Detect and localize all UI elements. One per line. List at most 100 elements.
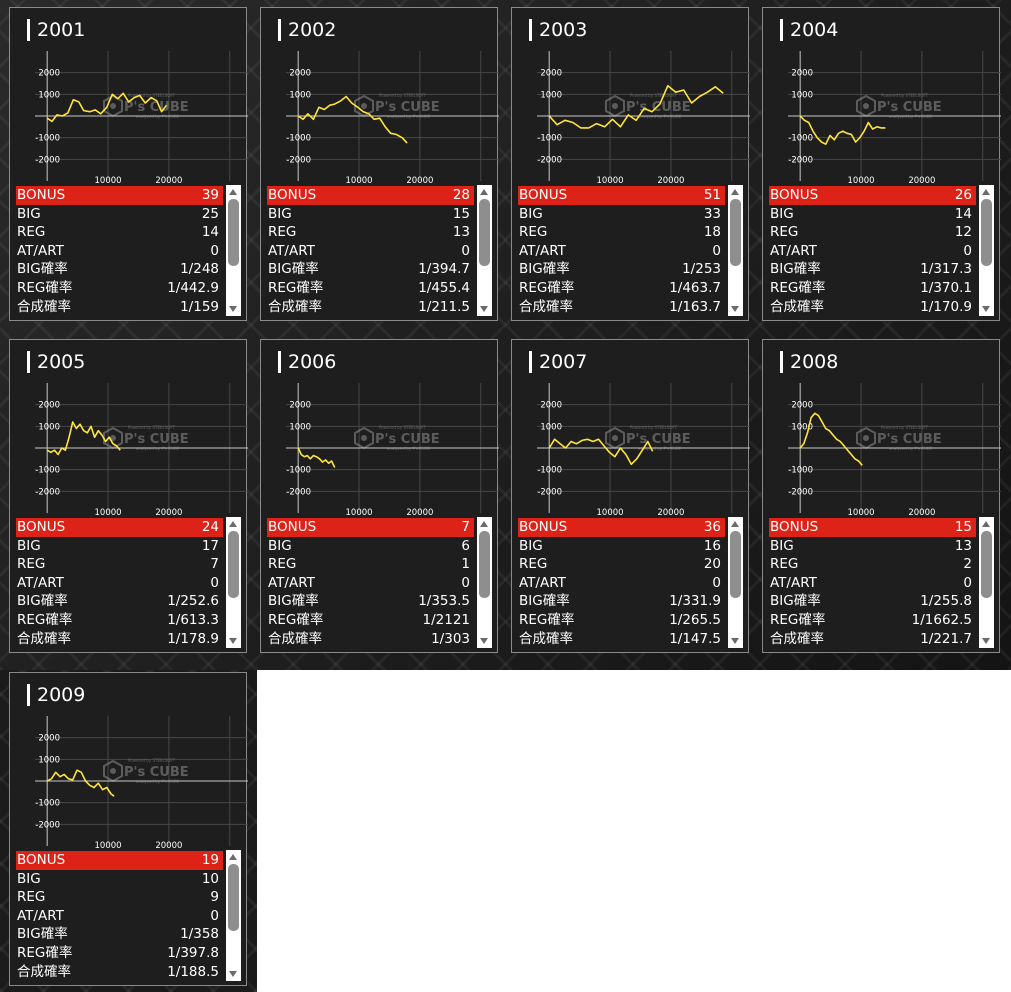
unit-card[interactable]: 2005 2000 1000 -1000 -2000 10000 20000 P's CUBE… [9,339,248,653]
unit-number: 2006 [278,351,336,373]
stats-table[interactable]: BONUS 24 BIG 17 REG 7 AT/ART 0 BIG確率 1/252.6 REG確率… [16,517,241,648]
stats-table[interactable]: BONUS 15 BIG 13 REG 2 AT/ART 0 BIG確率 1/255.8 REG確率… [769,517,994,648]
stat-label: REG確率 [17,945,73,961]
scroll-down-arrow-icon[interactable] [982,638,990,644]
stats-table[interactable]: BONUS 36 BIG 16 REG 20 AT/ART 0 BIG確率 1/331.9 REG確… [518,517,743,648]
scroll-down-arrow-icon[interactable] [731,306,739,312]
x-tick-label: 10000 [597,508,624,518]
unit-card[interactable]: 2002 2000 1000 -1000 -2000 10000 20000 P's CUBE… [260,7,499,321]
stat-value: 1/358 [180,926,219,943]
scroll-down-arrow-icon[interactable] [229,971,237,977]
unit-card[interactable]: 2004 2000 1000 -1000 -2000 10000 20000 P's CUBE… [762,7,1001,321]
stat-label: REG [268,556,297,573]
scrollbar-thumb[interactable] [228,199,239,266]
stats-table[interactable]: BONUS 39 BIG 25 REG 14 AT/ART 0 BIG確率 1/248 REG確率 1… [16,185,241,316]
stat-row: REG確率 1/613.3 [16,611,223,630]
scrollbar[interactable] [979,185,994,316]
scroll-up-arrow-icon[interactable] [229,854,237,860]
scroll-down-arrow-icon[interactable] [480,638,488,644]
stats-table[interactable]: BONUS 28 BIG 15 REG 13 AT/ART 0 BIG確率 1/394.7 REG確… [267,185,492,316]
scroll-down-arrow-icon[interactable] [480,306,488,312]
stat-value: 1/1662.5 [911,612,972,628]
scroll-up-arrow-icon[interactable] [982,521,990,527]
scroll-down-arrow-icon[interactable] [982,306,990,312]
unit-card[interactable]: 2001 2000 1000 -1000 -2000 10000 20000 P's CUBE… [9,7,248,321]
scrollbar[interactable] [728,185,743,316]
scrollbar[interactable] [226,517,241,648]
scroll-down-arrow-icon[interactable] [229,306,237,312]
y-tick-label: 2000 [540,69,562,79]
scrollbar-thumb[interactable] [981,199,992,266]
unit-number: 2009 [27,684,85,706]
watermark-top-text: Powered by STEELSOFT [128,93,176,98]
scrollbar-thumb[interactable] [228,531,239,598]
y-tick-label: 1000 [791,90,813,100]
scrollbar-thumb[interactable] [730,531,741,598]
stat-row: REG 2 [769,555,976,574]
stat-label: 合成確率 [17,963,71,980]
x-tick-label: 10000 [95,508,122,518]
stat-row: REG確率 1/455.4 [267,279,474,298]
scroll-up-arrow-icon[interactable] [480,189,488,195]
stat-value: 1 [461,556,470,573]
stat-row: AT/ART 0 [518,242,725,261]
scrollbar-thumb[interactable] [479,199,490,266]
unit-card[interactable]: 2003 2000 1000 -1000 -2000 10000 20000 P's CUBE… [511,7,750,321]
scrollbar[interactable] [477,517,492,648]
scrollbar-thumb[interactable] [228,864,239,931]
scrollbar[interactable] [226,850,241,981]
scrollbar[interactable] [979,517,994,648]
scrollbar-thumb[interactable] [981,531,992,598]
stats-table[interactable]: BONUS 26 BIG 14 REG 12 AT/ART 0 BIG確率 1/317.3 REG確… [769,185,994,316]
scroll-up-arrow-icon[interactable] [731,521,739,527]
scroll-up-arrow-icon[interactable] [480,521,488,527]
stat-label: BONUS [17,187,66,203]
scrollbar-thumb[interactable] [479,531,490,598]
stat-row: REG 13 [267,223,474,242]
stat-row: AT/ART 0 [16,907,223,926]
scroll-down-arrow-icon[interactable] [731,638,739,644]
scroll-down-arrow-icon[interactable] [229,638,237,644]
x-tick-label: 10000 [346,176,373,186]
stat-label: REG [519,556,548,573]
scroll-up-arrow-icon[interactable] [982,189,990,195]
stat-row: 合成確率 1/178.9 [16,630,223,648]
stat-value: 1/253 [682,261,721,278]
stat-label: BIG [17,537,41,554]
stat-value: 1/163.7 [669,298,721,315]
stat-value: 1/178.9 [167,630,219,647]
scrollbar[interactable] [226,185,241,316]
watermark-logo-text: P's CUBE [877,432,942,447]
scrollbar[interactable] [477,185,492,316]
stat-label: BIG確率 [268,261,319,278]
slump-graph: 2000 1000 -1000 -2000 10000 20000 P's CUBE Powe… [35,716,248,851]
stat-label: REG [17,556,46,573]
unit-card[interactable]: 2006 2000 1000 -1000 -2000 10000 20000 P's CUBE… [260,339,499,653]
stat-row: BIG 10 [16,870,223,889]
scrollbar-thumb[interactable] [730,199,741,266]
scrollbar[interactable] [728,517,743,648]
unit-card[interactable]: 2008 2000 1000 -1000 -2000 10000 20000 P's CUBE… [762,339,1001,653]
stats-table[interactable]: BONUS 19 BIG 10 REG 9 AT/ART 0 BIG確率 1/358 REG確率 1/… [16,850,241,981]
unit-card[interactable]: 2007 2000 1000 -1000 -2000 10000 20000 P's CUBE… [511,339,750,653]
stat-value: 16 [703,537,721,554]
y-tick-label: -2000 [788,155,813,165]
stats-table[interactable]: BONUS 7 BIG 6 REG 1 AT/ART 0 BIG確率 1/353.5 REG確率 1/… [267,517,492,648]
x-tick-label: 20000 [657,176,684,186]
stat-value: 7 [461,519,470,535]
unit-number: 2001 [27,19,85,41]
cube-logo-icon [354,94,374,118]
stat-value: 12 [954,224,972,241]
unit-card[interactable]: 2009 2000 1000 -1000 -2000 10000 20000 P's CUBE… [9,672,248,986]
scroll-up-arrow-icon[interactable] [229,521,237,527]
pscube-watermark: P's CUBE Powered by STEELSOFT analyzed by … [605,93,691,119]
x-tick-label: 10000 [848,176,875,186]
stat-label: AT/ART [519,574,566,591]
stat-value: 1/188.5 [167,963,219,980]
stat-value: 1/221.7 [920,630,972,647]
stat-value: 1/455.4 [418,280,470,296]
scroll-up-arrow-icon[interactable] [731,189,739,195]
stat-row: 合成確率 1/221.7 [769,630,976,648]
scroll-up-arrow-icon[interactable] [229,189,237,195]
stats-table[interactable]: BONUS 51 BIG 33 REG 18 AT/ART 0 BIG確率 1/253 REG確率 1… [518,185,743,316]
